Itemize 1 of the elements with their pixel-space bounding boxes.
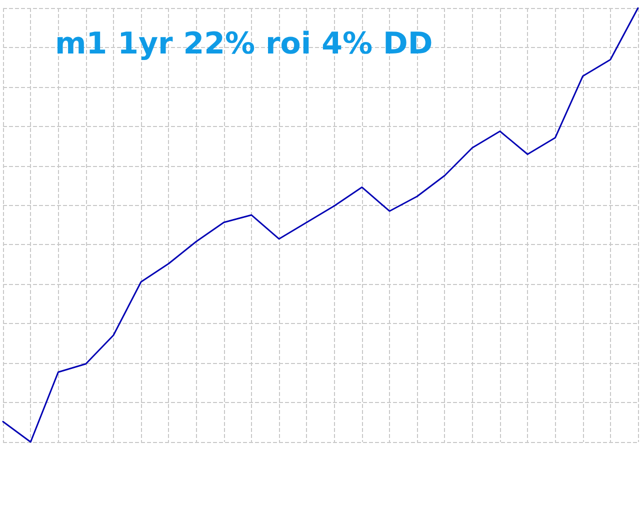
text: m1 1yr 22% roi 4% DD [55,26,433,62]
